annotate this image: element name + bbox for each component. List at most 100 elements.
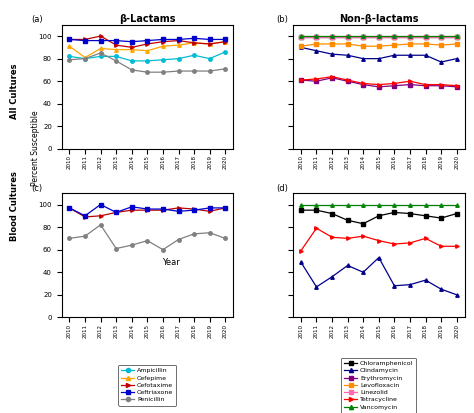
Vancomycin (298, 202, 304, 207)
Ampicillin (113, 54, 119, 59)
Erythromycin (345, 79, 350, 84)
Vancomycin (329, 202, 335, 207)
Cefotaxime (82, 37, 88, 42)
Erythromycin (423, 83, 428, 88)
Ceftriaxone (98, 202, 103, 207)
Vancomycin (438, 202, 444, 207)
Line: Ampicillin: Ampicillin (68, 50, 227, 63)
Tetracycline (298, 248, 304, 253)
Vancomycin (314, 202, 319, 207)
Tetracycline (376, 238, 382, 243)
Vancomycin (454, 202, 460, 207)
Clindamycin (392, 53, 397, 58)
Erythromycin (314, 79, 319, 84)
Levofloxacin (360, 44, 366, 49)
Clindamycin (407, 282, 413, 287)
Clindamycin (438, 287, 444, 292)
Cefotaxime (113, 43, 119, 47)
Cefotaxime (207, 209, 212, 214)
Line: Cefepime: Cefepime (68, 40, 227, 59)
Line: Erythromycin: Erythromycin (299, 76, 458, 88)
Chloramphenicol (314, 208, 319, 213)
Penicillin (176, 69, 182, 74)
Line: Vancomycin: Vancomycin (299, 34, 458, 38)
Clindamycin (360, 270, 366, 275)
Linezolid (360, 35, 366, 40)
Tetracycline (407, 79, 413, 84)
Ceftriaxone (191, 36, 197, 41)
Chloramphenicol (392, 210, 397, 215)
Clindamycin (329, 52, 335, 57)
Vancomycin (392, 33, 397, 38)
Ampicillin (66, 54, 72, 59)
Cefepime (82, 55, 88, 60)
Cefotaxime (145, 41, 150, 46)
Penicillin (66, 236, 72, 241)
Levofloxacin (376, 44, 382, 49)
Penicillin (82, 56, 88, 61)
Line: Linezolid: Linezolid (299, 36, 458, 39)
Ampicillin (222, 50, 228, 55)
Penicillin (207, 69, 212, 74)
Penicillin (113, 58, 119, 63)
Vancomycin (376, 202, 382, 207)
Chloramphenicol (376, 214, 382, 218)
Vancomycin (376, 33, 382, 38)
Levofloxacin (423, 41, 428, 46)
Chloramphenicol (329, 35, 335, 40)
Clindamycin (345, 263, 350, 268)
Ampicillin (82, 56, 88, 61)
Title: Non-β-lactams: Non-β-lactams (339, 14, 419, 24)
Penicillin (160, 70, 166, 75)
Chloramphenicol (298, 208, 304, 213)
Tetracycline (454, 244, 460, 249)
Levofloxacin (298, 44, 304, 49)
Chloramphenicol (298, 35, 304, 40)
Ceftriaxone (145, 38, 150, 43)
Penicillin (129, 67, 135, 72)
Ceftriaxone (176, 37, 182, 42)
Chloramphenicol (360, 35, 366, 40)
Ceftriaxone (113, 210, 119, 215)
Levofloxacin (329, 41, 335, 46)
Ampicillin (160, 57, 166, 62)
Levofloxacin (407, 41, 413, 46)
Line: Tetracycline: Tetracycline (299, 226, 458, 252)
Tetracycline (329, 74, 335, 79)
Clindamycin (423, 53, 428, 58)
Ceftriaxone (191, 208, 197, 213)
Linezolid (314, 35, 319, 40)
Tetracycline (392, 242, 397, 247)
Ceftriaxone (129, 204, 135, 209)
Erythromycin (360, 82, 366, 87)
Clindamycin (329, 274, 335, 279)
Erythromycin (376, 84, 382, 89)
Tetracycline (423, 82, 428, 87)
Text: (b): (b) (276, 15, 288, 24)
Vancomycin (314, 33, 319, 38)
Cefotaxime (98, 33, 103, 38)
Text: (c): (c) (31, 184, 42, 193)
Vancomycin (345, 202, 350, 207)
Tetracycline (298, 78, 304, 83)
Linezolid (407, 35, 413, 40)
Line: Cefotaxime: Cefotaxime (68, 34, 227, 49)
Cefotaxime (113, 210, 119, 215)
Cefepime (66, 44, 72, 49)
Cefotaxime (222, 39, 228, 44)
Ceftriaxone (66, 205, 72, 210)
Tetracycline (376, 82, 382, 87)
Clindamycin (298, 45, 304, 50)
Cefotaxime (160, 208, 166, 213)
Penicillin (98, 50, 103, 55)
Ceftriaxone (207, 37, 212, 42)
Erythromycin (454, 84, 460, 89)
Levofloxacin (392, 43, 397, 47)
Ceftriaxone (66, 37, 72, 42)
Tetracycline (438, 82, 444, 87)
Tetracycline (345, 236, 350, 241)
Cefepime (145, 48, 150, 53)
Line: Tetracycline: Tetracycline (299, 75, 458, 88)
Chloramphenicol (407, 35, 413, 40)
Penicillin (145, 238, 150, 243)
